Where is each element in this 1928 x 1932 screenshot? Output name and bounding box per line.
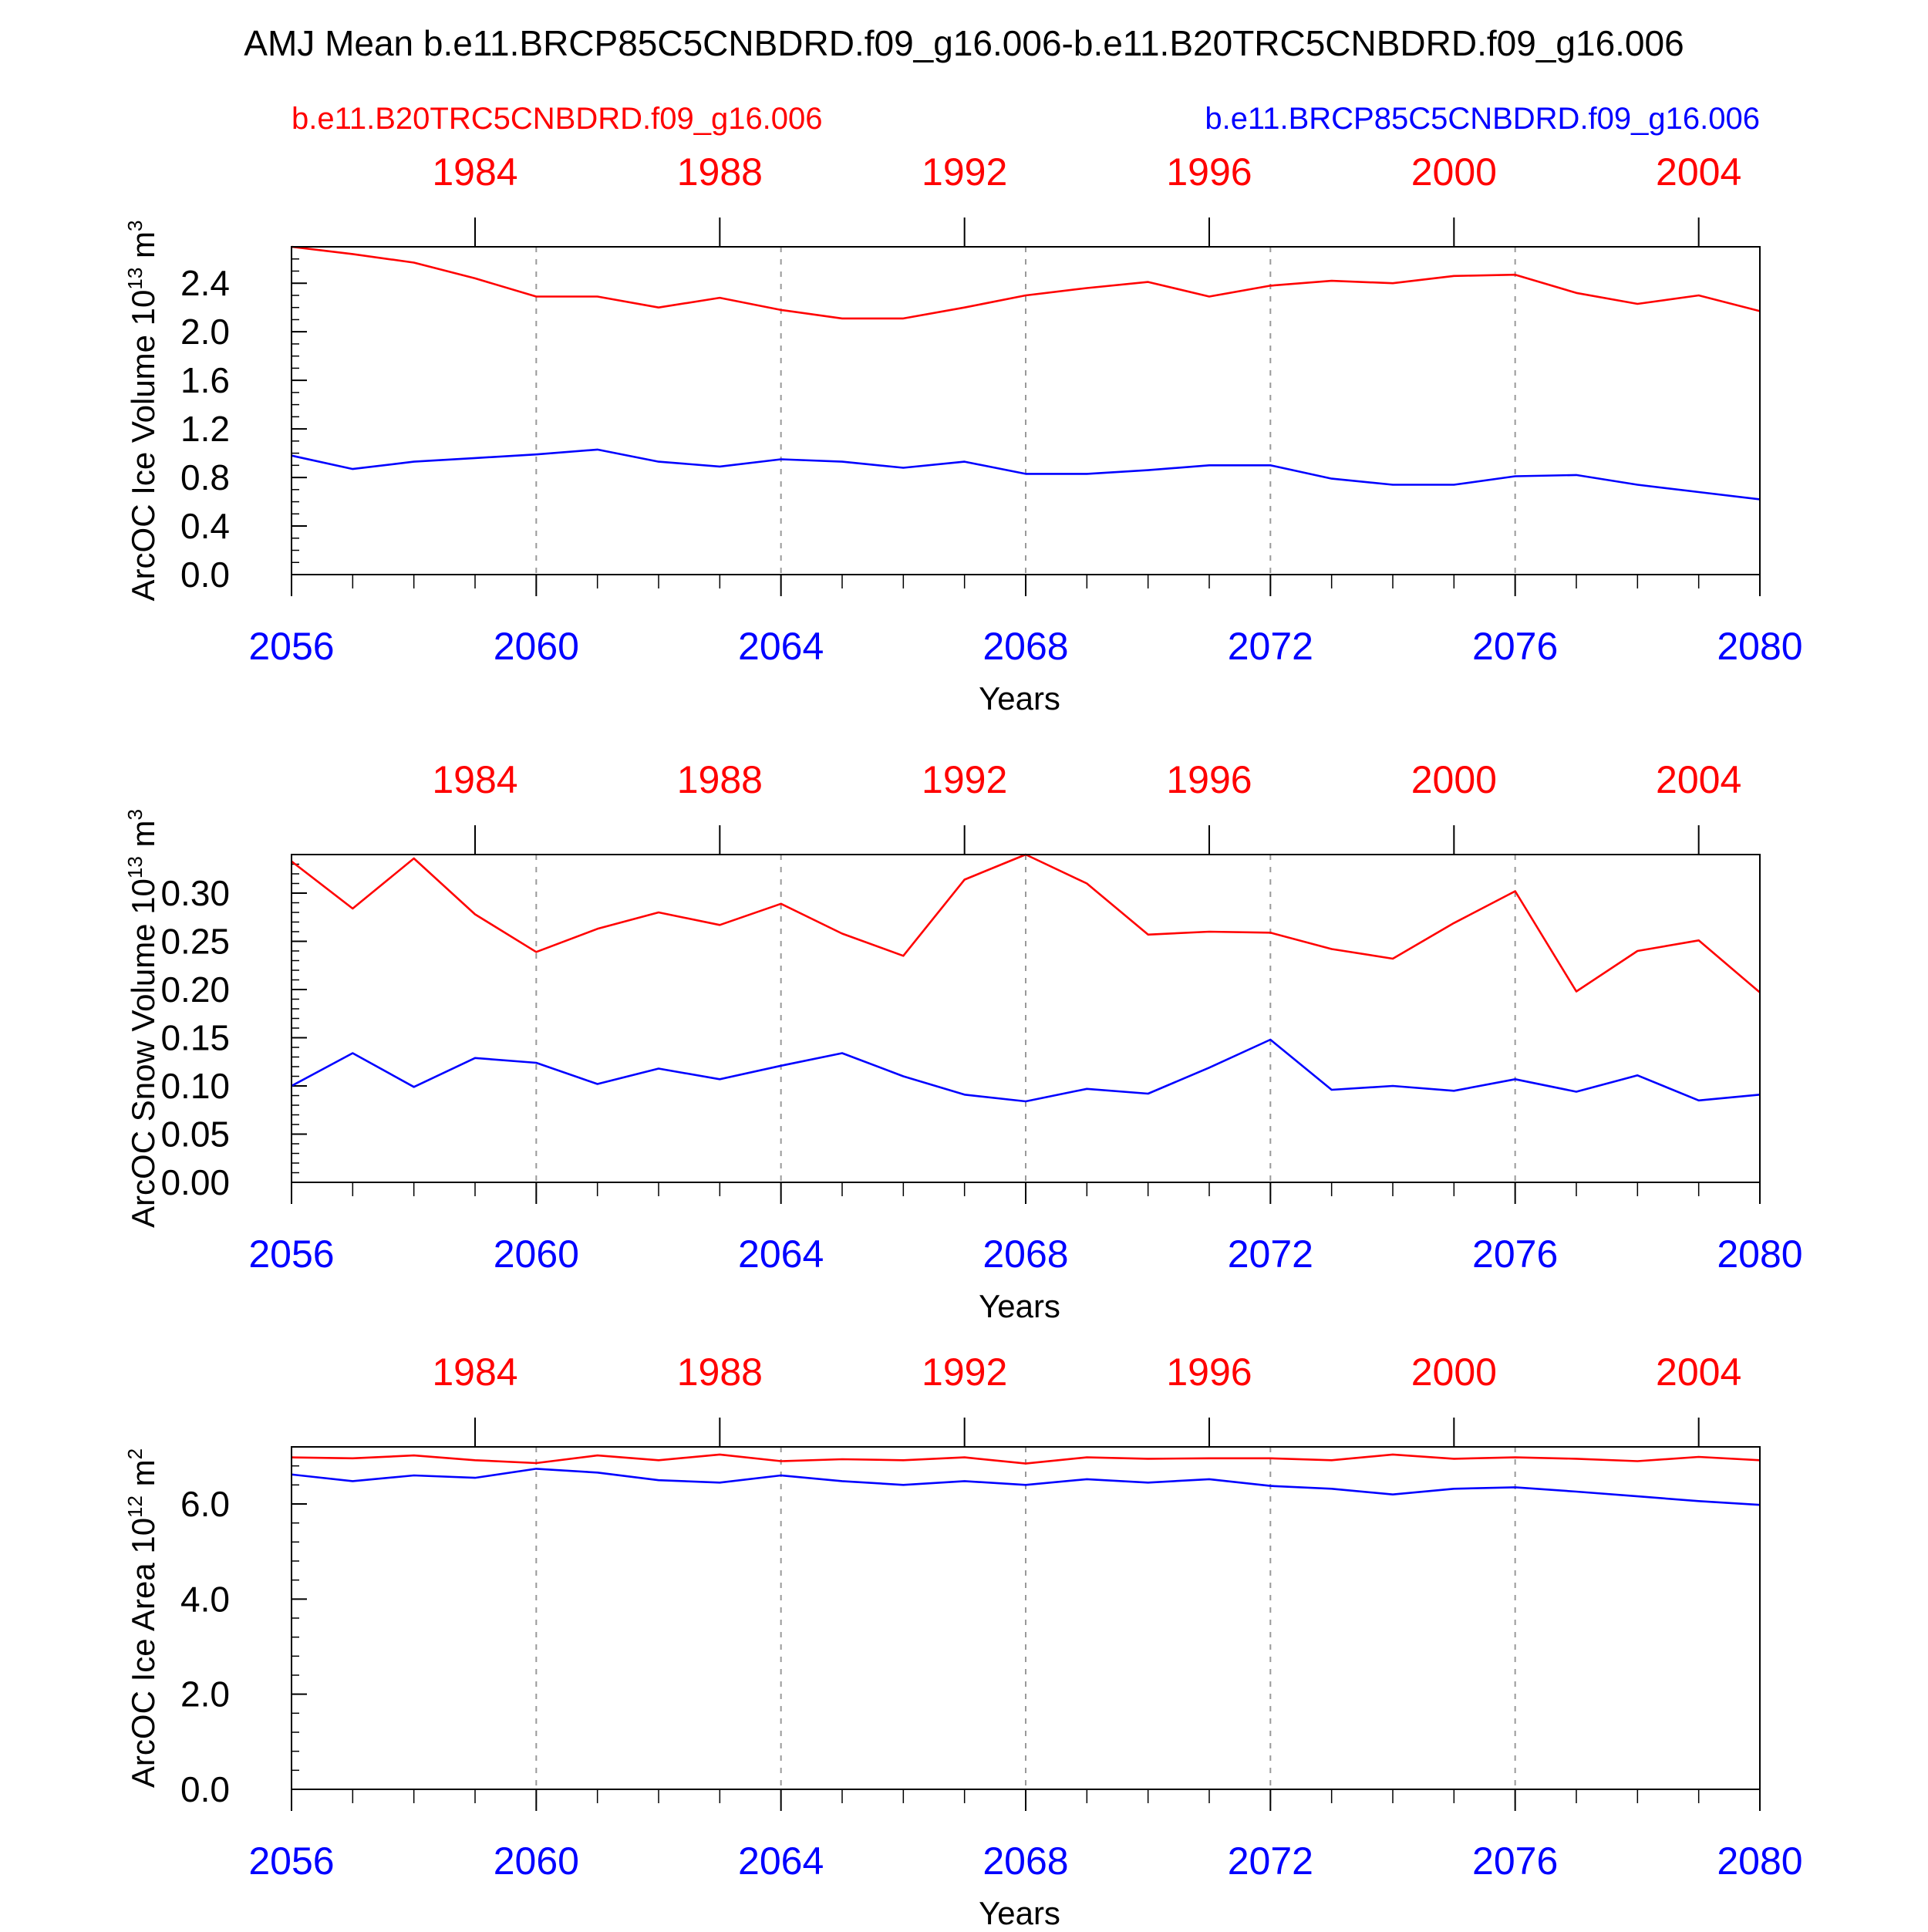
x-tick-label-bottom: 2068	[983, 625, 1068, 668]
x-tick-label-bottom: 2068	[983, 1839, 1068, 1883]
series-line-red	[291, 245, 1761, 320]
plot-frame	[291, 1446, 1761, 1790]
x-tick-label-bottom: 2060	[494, 1232, 579, 1276]
y-axis-label-unit-exponent: 3	[123, 221, 147, 231]
y-axis-label: ArcOC Ice Area 1012 m2	[123, 1448, 161, 1788]
x-tick-label-top: 1992	[922, 150, 1007, 194]
x-tick-label-bottom: 2080	[1717, 1232, 1802, 1276]
y-tick-label: 2.0	[180, 312, 230, 352]
chart-panel-1: 0.0 0.4 0.8 1.2 1.6 2.0 2.4 2056 2060 2064 2068 207…	[123, 150, 1803, 716]
y-tick-label: 0.4	[180, 506, 230, 546]
x-axis-label: Years	[979, 680, 1060, 716]
x-tick-label-top: 1996	[1166, 150, 1252, 194]
series-line-blue	[291, 1038, 1761, 1103]
y-tick-label: 0.05	[160, 1114, 230, 1155]
x-tick-label-top: 2000	[1411, 1350, 1497, 1394]
x-tick-label-top: 1996	[1166, 758, 1252, 801]
x-tick-label-top: 2004	[1656, 1350, 1741, 1394]
x-tick-label-bottom: 2060	[494, 625, 579, 668]
x-axis-label: Years	[979, 1895, 1060, 1928]
x-tick-label-bottom: 2064	[738, 1232, 824, 1276]
x-tick-label-bottom: 2072	[1228, 625, 1313, 668]
y-tick-label: 1.6	[180, 360, 230, 400]
y-axis-label-unit: m	[125, 231, 161, 268]
y-tick-label: 0.25	[160, 922, 230, 962]
y-tick-label: 0.10	[160, 1066, 230, 1106]
x-tick-label-bottom: 2056	[248, 625, 334, 668]
x-tick-label-bottom: 2072	[1228, 1839, 1313, 1883]
panels: 0.0 0.4 0.8 1.2 1.6 2.0 2.4 2056 2060 2064 2068 207…	[123, 150, 1803, 1931]
y-axis-label-unit-exponent: 2	[123, 1448, 147, 1459]
y-tick-label: 0.0	[180, 1769, 230, 1809]
x-tick-label-bottom: 2056	[248, 1232, 334, 1276]
y-axis-label-exponent: 12	[123, 1495, 147, 1518]
y-axis-label-unit-exponent: 3	[123, 809, 147, 820]
series-line-red	[291, 853, 1761, 993]
series-line-blue	[291, 1468, 1761, 1506]
x-tick-label-bottom: 2076	[1472, 1839, 1558, 1883]
x-tick-label-bottom: 2080	[1717, 625, 1802, 668]
x-tick-label-bottom: 2076	[1472, 1232, 1558, 1276]
y-axis-label-text: ArcOC Ice Area 10	[125, 1518, 161, 1788]
x-tick-label-bottom: 2068	[983, 1232, 1068, 1276]
y-tick-label: 0.0	[180, 555, 230, 595]
y-axis-label-text: ArcOC Snow Volume 10	[125, 878, 161, 1228]
x-tick-label-top: 1984	[432, 1350, 517, 1394]
series-line-red	[291, 1453, 1761, 1465]
y-axis-label-unit: m	[125, 1459, 161, 1495]
y-axis-label-exponent: 13	[123, 268, 147, 290]
series-line-blue	[291, 448, 1761, 501]
x-tick-label-bottom: 2064	[738, 625, 824, 668]
x-tick-label-bottom: 2080	[1717, 1839, 1802, 1883]
x-tick-label-top: 1988	[677, 1350, 763, 1394]
x-tick-label-top: 2004	[1656, 758, 1741, 801]
y-axis-label: ArcOC Ice Volume 1013 m3	[123, 221, 161, 602]
x-tick-label-bottom: 2072	[1228, 1232, 1313, 1276]
y-tick-label: 2.0	[180, 1674, 230, 1715]
y-axis-label: ArcOC Snow Volume 1013 m3	[123, 809, 161, 1228]
x-tick-label-top: 2004	[1656, 150, 1741, 194]
y-tick-label: 6.0	[180, 1484, 230, 1524]
x-tick-label-top: 1988	[677, 758, 763, 801]
x-tick-label-top: 1984	[432, 150, 517, 194]
x-tick-label-top: 1992	[922, 1350, 1007, 1394]
chart-panel-3: 0.0 2.0 4.0 6.0 2056 2060 2064 2068 2072 2076 2080…	[123, 1350, 1803, 1931]
y-tick-label: 0.8	[180, 457, 230, 497]
y-tick-label: 4.0	[180, 1579, 230, 1619]
x-tick-label-bottom: 2056	[248, 1839, 334, 1883]
x-tick-label-bottom: 2060	[494, 1839, 579, 1883]
plot-frame	[291, 854, 1761, 1183]
plot-frame	[291, 246, 1761, 575]
x-axis-label: Years	[979, 1288, 1060, 1324]
chart-panel-2: 0.00 0.05 0.10 0.15 0.20 0.25 0.30 2056 2060 2064…	[123, 758, 1803, 1324]
x-tick-label-bottom: 2064	[738, 1839, 824, 1883]
legend-label-blue: b.e11.BRCP85C5CNBDRD.f09_g16.006	[1205, 102, 1760, 136]
y-tick-label: 0.15	[160, 1018, 230, 1058]
x-tick-label-top: 1992	[922, 758, 1007, 801]
y-tick-label: 0.20	[160, 969, 230, 1010]
x-tick-label-top: 1984	[432, 758, 517, 801]
y-axis-label-exponent: 13	[123, 856, 147, 878]
y-tick-label: 1.2	[180, 409, 230, 449]
y-axis-label-unit: m	[125, 821, 161, 857]
x-tick-label-bottom: 2076	[1472, 625, 1558, 668]
x-tick-label-top: 2000	[1411, 758, 1497, 801]
x-tick-label-top: 1996	[1166, 1350, 1252, 1394]
legend-label-red: b.e11.B20TRC5CNBDRD.f09_g16.006	[292, 102, 823, 136]
x-tick-label-top: 2000	[1411, 150, 1497, 194]
y-axis-label-text: ArcOC Ice Volume 10	[125, 290, 161, 602]
x-tick-label-top: 1988	[677, 150, 763, 194]
y-tick-label: 0.30	[160, 873, 230, 913]
chart-title: AMJ Mean b.e11.BRCP85C5CNBDRD.f09_g16.00…	[244, 23, 1684, 63]
y-tick-label: 2.4	[180, 263, 230, 303]
y-tick-label: 0.00	[160, 1162, 230, 1202]
